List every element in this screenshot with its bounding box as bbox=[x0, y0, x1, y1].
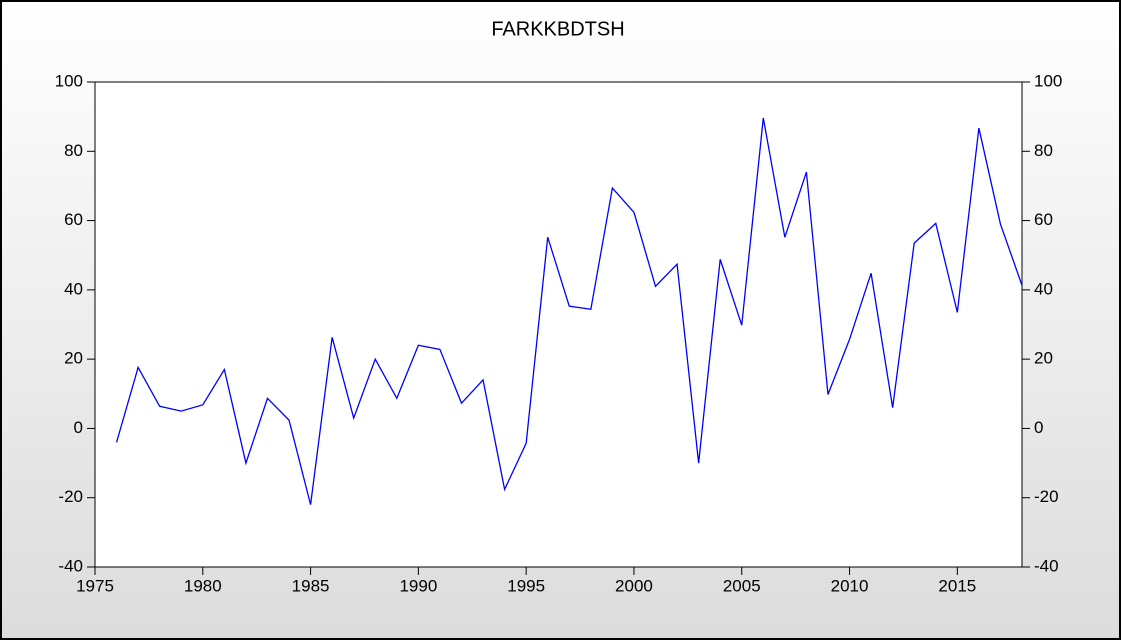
y-tick-label: 0 bbox=[74, 418, 83, 437]
x-tick-label: 2010 bbox=[831, 576, 869, 595]
plot-area bbox=[94, 81, 1023, 568]
y2-tick-label: 20 bbox=[1034, 349, 1053, 368]
y-tick-label: 60 bbox=[64, 210, 83, 229]
x-tick-label: 1980 bbox=[184, 576, 222, 595]
y2-tick-label: -40 bbox=[1034, 556, 1059, 575]
y2-tick-label: 40 bbox=[1034, 279, 1053, 298]
y-tick-label: 80 bbox=[64, 141, 83, 160]
x-tick-label: 2000 bbox=[615, 576, 653, 595]
y-tick-label: 40 bbox=[64, 279, 83, 298]
y2-tick-label: 100 bbox=[1034, 71, 1062, 90]
y-tick-label: 20 bbox=[64, 349, 83, 368]
x-tick-label: 1995 bbox=[507, 576, 545, 595]
y-tick-label: -40 bbox=[58, 556, 83, 575]
y-tick-label: -20 bbox=[58, 487, 83, 506]
x-tick-label: 2005 bbox=[723, 576, 761, 595]
x-tick-label: 1985 bbox=[292, 576, 330, 595]
y2-tick-label: -20 bbox=[1034, 487, 1059, 506]
y2-tick-label: 60 bbox=[1034, 210, 1053, 229]
chart-title: FARKKBDTSH bbox=[491, 18, 624, 40]
x-tick-label: 1990 bbox=[399, 576, 437, 595]
y2-tick-label: 80 bbox=[1034, 141, 1053, 160]
x-tick-label: 2015 bbox=[938, 576, 976, 595]
y2-tick-label: 0 bbox=[1034, 418, 1043, 437]
x-tick-label: 1975 bbox=[76, 576, 114, 595]
y-tick-label: 100 bbox=[55, 71, 83, 90]
data-line bbox=[115, 117, 1023, 505]
